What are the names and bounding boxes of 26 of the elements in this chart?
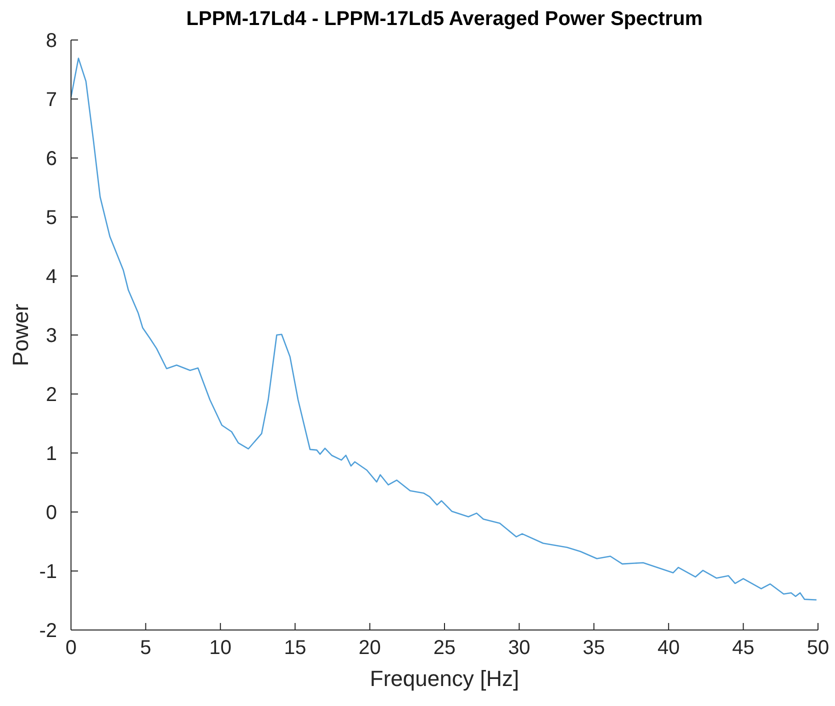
y-tick-label: 0 [46, 502, 57, 524]
x-tick-label: 40 [657, 637, 680, 659]
y-tick-label: -2 [39, 620, 57, 642]
x-tick-label: 15 [284, 637, 306, 659]
y-tick-label: 5 [46, 207, 57, 229]
y-tick-label: 8 [46, 30, 57, 52]
x-tick-label: 35 [582, 637, 606, 659]
chart-title: LPPM-17Ld4 - LPPM-17Ld5 Averaged Power Spectrum [186, 8, 703, 30]
y-tick-label: 3 [46, 325, 57, 347]
line-series [70, 58, 818, 601]
y-tick-label: 1 [46, 443, 57, 465]
x-tick-label: 10 [209, 637, 232, 659]
x-tick-label: 20 [358, 637, 381, 659]
y-tick-label: -1 [39, 561, 57, 583]
x-tick-label: 50 [806, 637, 830, 659]
x-tick-label: 45 [732, 637, 754, 659]
y-axis-title: Power [8, 304, 33, 366]
x-axis-title: Frequency [Hz] [370, 666, 520, 691]
y-tick-label: 4 [46, 266, 57, 288]
x-tick-label: 5 [140, 637, 152, 659]
x-tick-label: 30 [508, 637, 530, 659]
y-tick-label: 6 [46, 148, 57, 170]
y-tick-label: 2 [46, 384, 57, 406]
x-tick-label: 0 [65, 637, 77, 659]
x-tick-label: 25 [433, 637, 456, 659]
y-tick-label: 7 [46, 89, 57, 111]
